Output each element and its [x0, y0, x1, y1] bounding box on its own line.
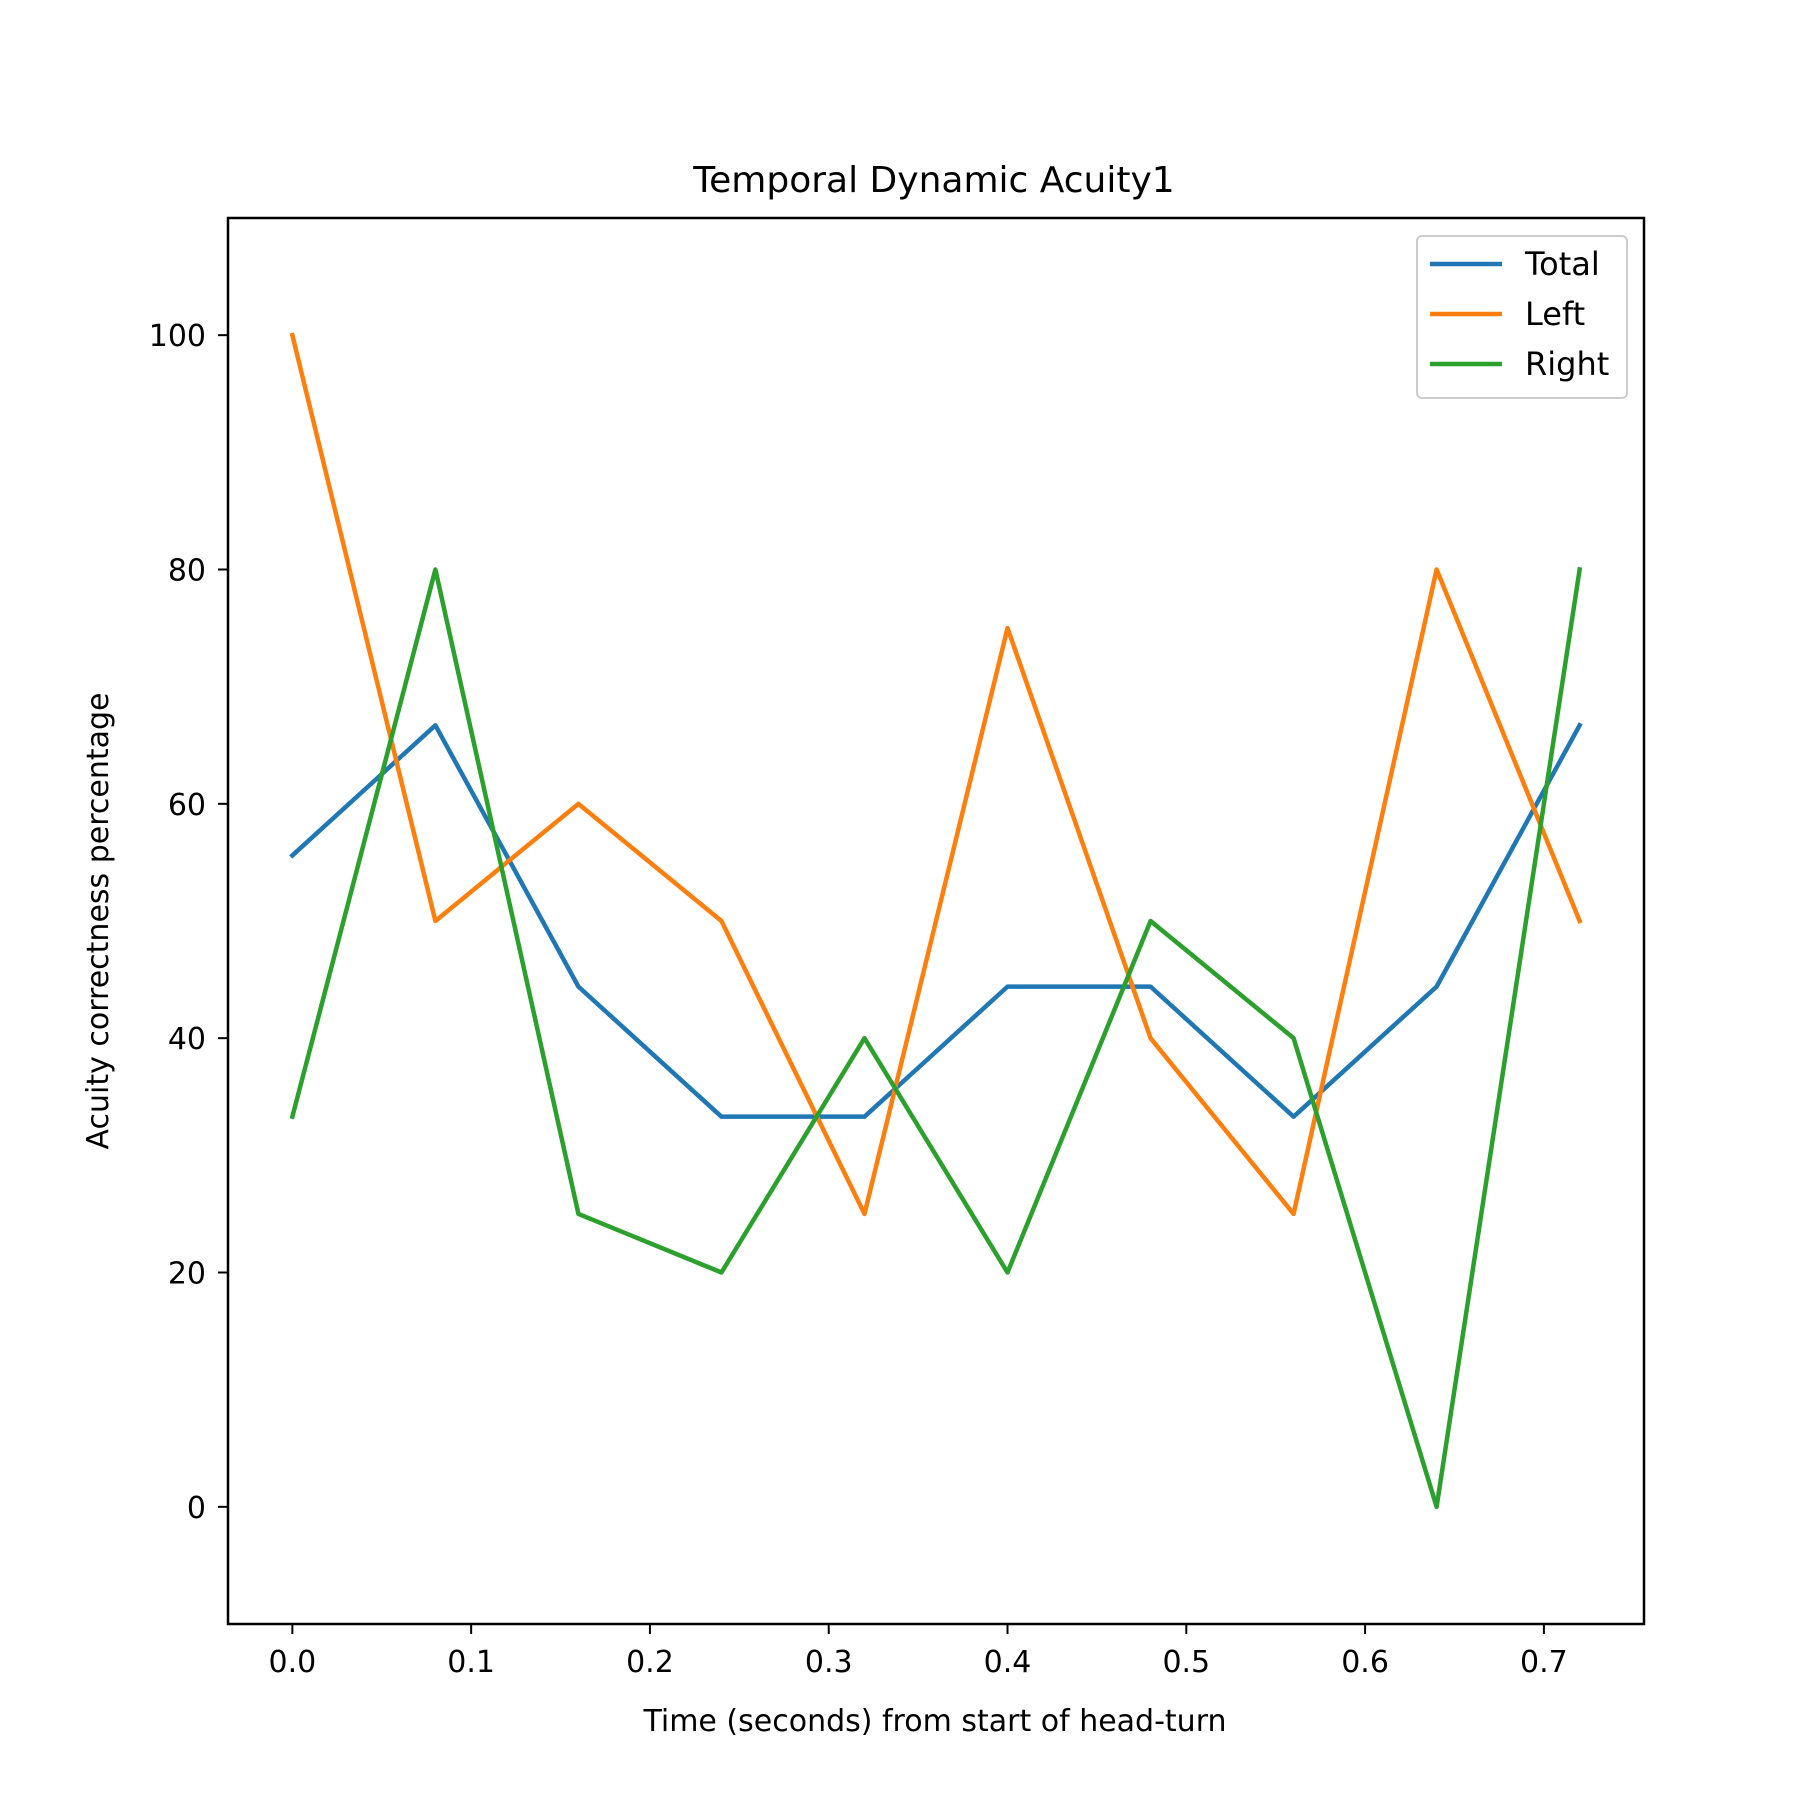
series-line-total: [289, 722, 1583, 1119]
legend-label-right: Right: [1525, 345, 1609, 383]
chart-title: Temporal Dynamic Acuity1: [692, 160, 1174, 201]
x-tick-label: 0.1: [447, 1645, 495, 1680]
y-axis: 0 20 40 60 80 100: [149, 319, 228, 1526]
plot-frame: [226, 216, 1646, 1626]
y-tick-label: 0: [187, 1491, 206, 1526]
x-tick-label: 0.0: [269, 1645, 317, 1680]
y-tick-label: 80: [168, 554, 206, 589]
series-line-right: [289, 566, 1583, 1510]
series-line-left: [289, 332, 1583, 1217]
x-tick-label: 0.6: [1341, 1645, 1389, 1680]
y-tick-label: 100: [149, 319, 206, 354]
y-tick-label: 60: [168, 788, 206, 823]
legend-box: [1416, 235, 1628, 399]
legend-label-total: Total: [1524, 245, 1600, 283]
x-axis: 0.0 0.1 0.2 0.3 0.4 0.5 0.6 0.7: [269, 1624, 1568, 1680]
y-tick-label: 20: [168, 1257, 206, 1292]
x-tick-label: 0.3: [805, 1645, 853, 1680]
legend: Total Left Right: [1416, 235, 1628, 399]
x-axis-label: Time (seconds) from start of head-turn: [642, 1704, 1226, 1739]
y-tick-label: 40: [168, 1022, 206, 1057]
legend-label-left: Left: [1525, 295, 1585, 333]
series-layer: [289, 332, 1583, 1510]
x-tick-label: 0.7: [1520, 1645, 1568, 1680]
y-axis-label: Acuity correctness percentage: [81, 693, 116, 1150]
x-tick-label: 0.5: [1162, 1645, 1210, 1680]
x-tick-label: 0.4: [984, 1645, 1032, 1680]
x-tick-label: 0.2: [626, 1645, 674, 1680]
